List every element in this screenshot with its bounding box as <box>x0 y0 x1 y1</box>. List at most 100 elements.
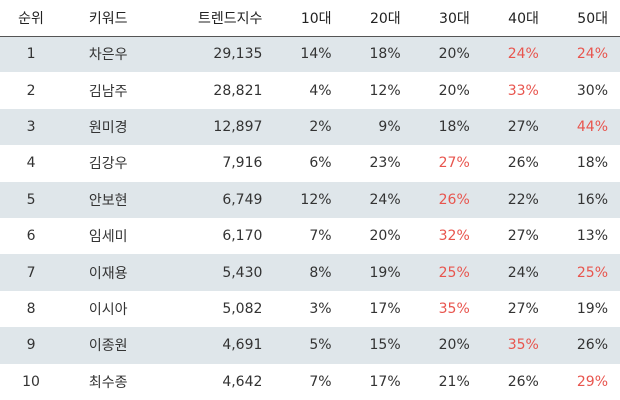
cell-rank: 5 <box>0 181 63 218</box>
cell-age20: 15% <box>343 327 413 364</box>
cell-age10: 12% <box>274 181 344 218</box>
cell-age20: 9% <box>343 108 413 146</box>
cell-rank: 2 <box>0 72 63 109</box>
cell-age30: 20% <box>412 36 482 73</box>
cell-age20: 24% <box>343 181 413 218</box>
table-row: 1 차은우 29,135 14% 18% 20% 24% 24% <box>0 36 620 73</box>
table-row: 7 이재용 5,430 8% 19% 25% 24% 25% <box>0 254 620 291</box>
cell-keyword: 이재용 <box>62 254 155 291</box>
cell-age10: 7% <box>274 217 344 255</box>
cell-trend-index: 7,916 <box>154 145 275 182</box>
table-header: 순위 키워드 트렌드지수 10대 20대 30대 40대 50대 <box>0 0 620 37</box>
cell-age30: 25% <box>412 254 482 291</box>
cell-age10: 4% <box>274 72 344 109</box>
cell-keyword: 이시아 <box>62 290 155 328</box>
cell-age50: 18% <box>550 145 620 182</box>
cell-age50: 30% <box>550 72 620 109</box>
header-age20: 20대 <box>343 0 413 37</box>
table-row: 5 안보현 6,749 12% 24% 26% 22% 16% <box>0 181 620 218</box>
cell-age40: 22% <box>481 181 551 218</box>
cell-age50: 19% <box>550 290 620 328</box>
table-row: 6 임세미 6,170 7% 20% 32% 27% 13% <box>0 217 620 255</box>
cell-trend-index: 28,821 <box>154 72 275 109</box>
cell-age50: 26% <box>550 327 620 364</box>
cell-age20: 17% <box>343 363 413 400</box>
cell-trend-index: 4,691 <box>154 327 275 364</box>
cell-keyword: 안보현 <box>62 181 155 218</box>
cell-age10: 2% <box>274 108 344 146</box>
cell-keyword: 차은우 <box>62 36 155 73</box>
cell-age50: 25% <box>550 254 620 291</box>
cell-age20: 19% <box>343 254 413 291</box>
cell-age50: 13% <box>550 217 620 255</box>
cell-age40: 26% <box>481 145 551 182</box>
cell-age10: 8% <box>274 254 344 291</box>
table-row: 3 원미경 12,897 2% 9% 18% 27% 44% <box>0 108 620 146</box>
header-keyword: 키워드 <box>62 0 155 37</box>
cell-age20: 18% <box>343 36 413 73</box>
cell-trend-index: 12,897 <box>154 108 275 146</box>
cell-rank: 1 <box>0 36 63 73</box>
cell-age50: 24% <box>550 36 620 73</box>
header-age10: 10대 <box>274 0 344 37</box>
cell-age30: 18% <box>412 108 482 146</box>
cell-trend-index: 6,170 <box>154 217 275 255</box>
cell-age30: 32% <box>412 217 482 255</box>
table-row: 10 최수종 4,642 7% 17% 21% 26% 29% <box>0 363 620 400</box>
cell-age30: 35% <box>412 290 482 328</box>
cell-age50: 16% <box>550 181 620 218</box>
cell-age10: 7% <box>274 363 344 400</box>
cell-age50: 44% <box>550 108 620 146</box>
table-row: 8 이시아 5,082 3% 17% 35% 27% 19% <box>0 290 620 328</box>
cell-age20: 20% <box>343 217 413 255</box>
table-row: 4 김강우 7,916 6% 23% 27% 26% 18% <box>0 145 620 182</box>
cell-age30: 27% <box>412 145 482 182</box>
cell-age40: 27% <box>481 217 551 255</box>
cell-keyword: 이종원 <box>62 327 155 364</box>
cell-age40: 27% <box>481 290 551 328</box>
cell-keyword: 김강우 <box>62 145 155 182</box>
cell-age20: 12% <box>343 72 413 109</box>
cell-rank: 10 <box>0 363 63 400</box>
header-row: 순위 키워드 트렌드지수 10대 20대 30대 40대 50대 <box>0 0 620 37</box>
cell-age40: 33% <box>481 72 551 109</box>
cell-trend-index: 5,430 <box>154 254 275 291</box>
cell-trend-index: 6,749 <box>154 181 275 218</box>
cell-age40: 26% <box>481 363 551 400</box>
cell-keyword: 원미경 <box>62 108 155 146</box>
cell-age50: 29% <box>550 363 620 400</box>
header-trend-index: 트렌드지수 <box>154 0 275 37</box>
header-age40: 40대 <box>481 0 551 37</box>
cell-rank: 3 <box>0 108 63 146</box>
cell-rank: 6 <box>0 217 63 255</box>
cell-age10: 3% <box>274 290 344 328</box>
cell-age40: 27% <box>481 108 551 146</box>
table-row: 2 김남주 28,821 4% 12% 20% 33% 30% <box>0 72 620 109</box>
cell-age10: 6% <box>274 145 344 182</box>
cell-age30: 21% <box>412 363 482 400</box>
cell-rank: 8 <box>0 290 63 328</box>
cell-age20: 23% <box>343 145 413 182</box>
cell-rank: 9 <box>0 327 63 364</box>
cell-trend-index: 4,642 <box>154 363 275 400</box>
cell-keyword: 임세미 <box>62 217 155 255</box>
cell-keyword: 김남주 <box>62 72 155 109</box>
cell-rank: 7 <box>0 254 63 291</box>
cell-age40: 24% <box>481 36 551 73</box>
cell-age10: 5% <box>274 327 344 364</box>
cell-trend-index: 29,135 <box>154 36 275 73</box>
cell-age40: 35% <box>481 327 551 364</box>
cell-trend-index: 5,082 <box>154 290 275 328</box>
cell-age30: 26% <box>412 181 482 218</box>
cell-age30: 20% <box>412 72 482 109</box>
cell-rank: 4 <box>0 145 63 182</box>
header-age50: 50대 <box>550 0 620 37</box>
header-rank: 순위 <box>0 0 63 37</box>
header-age30: 30대 <box>412 0 482 37</box>
cell-age30: 20% <box>412 327 482 364</box>
cell-keyword: 최수종 <box>62 363 155 400</box>
cell-age40: 24% <box>481 254 551 291</box>
cell-age20: 17% <box>343 290 413 328</box>
table-row: 9 이종원 4,691 5% 15% 20% 35% 26% <box>0 327 620 364</box>
